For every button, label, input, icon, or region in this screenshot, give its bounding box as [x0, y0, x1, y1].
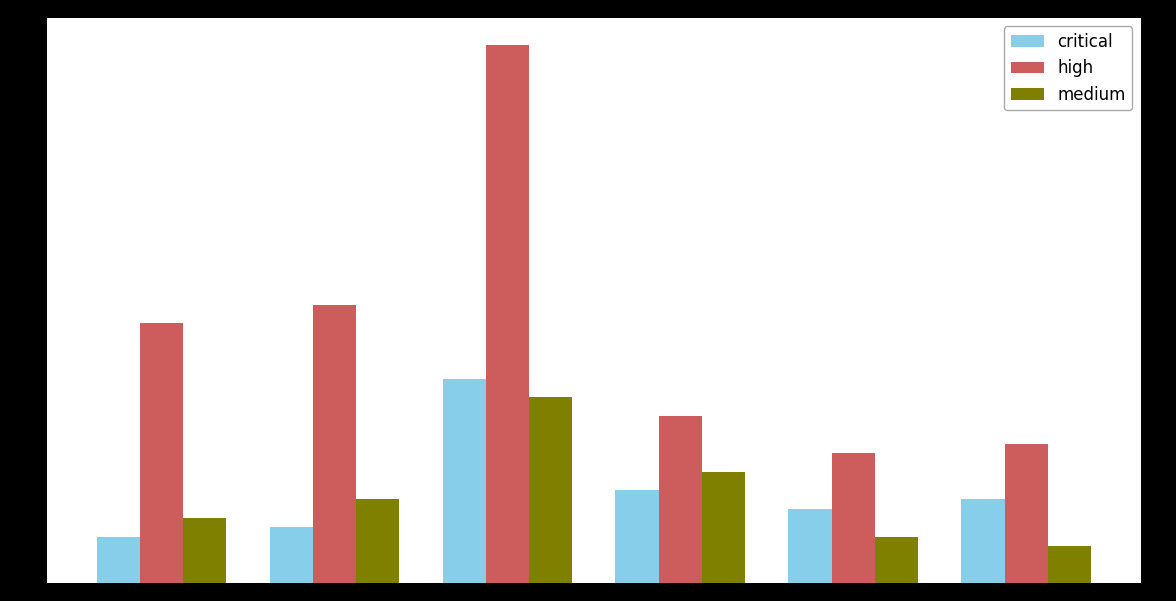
Bar	[788, 509, 831, 583]
Bar	[831, 453, 875, 583]
Bar	[183, 518, 227, 583]
Bar	[615, 490, 659, 583]
Bar	[140, 323, 183, 583]
Bar	[442, 379, 486, 583]
Bar	[875, 537, 918, 583]
Bar	[529, 397, 573, 583]
Legend: critical, high, medium: critical, high, medium	[1004, 26, 1132, 111]
Bar	[356, 499, 400, 583]
Bar	[961, 499, 1004, 583]
Bar	[486, 45, 529, 583]
Bar	[269, 527, 313, 583]
Bar	[1004, 444, 1048, 583]
Bar	[313, 305, 356, 583]
Bar	[96, 537, 140, 583]
Bar	[1048, 546, 1091, 583]
Bar	[702, 472, 746, 583]
Bar	[659, 416, 702, 583]
